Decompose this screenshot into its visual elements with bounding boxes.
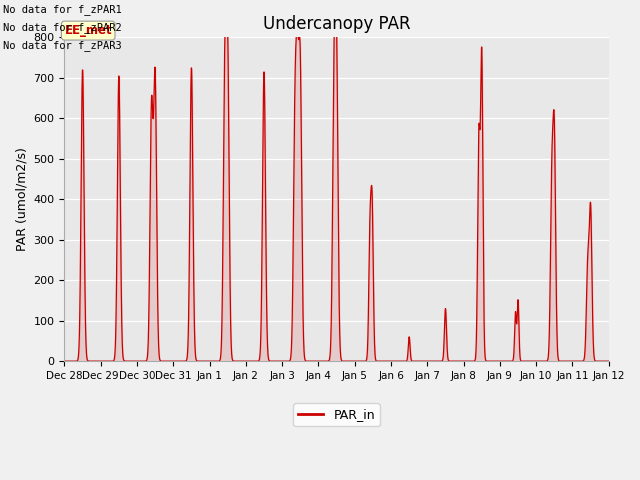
Text: EE_met: EE_met [65,24,112,37]
Y-axis label: PAR (umol/m2/s): PAR (umol/m2/s) [15,147,28,251]
Text: No data for f_zPAR1: No data for f_zPAR1 [3,4,122,15]
Text: No data for f_zPAR3: No data for f_zPAR3 [3,40,122,51]
Text: No data for f_zPAR2: No data for f_zPAR2 [3,22,122,33]
Legend: PAR_in: PAR_in [293,403,380,426]
Title: Undercanopy PAR: Undercanopy PAR [263,15,410,33]
